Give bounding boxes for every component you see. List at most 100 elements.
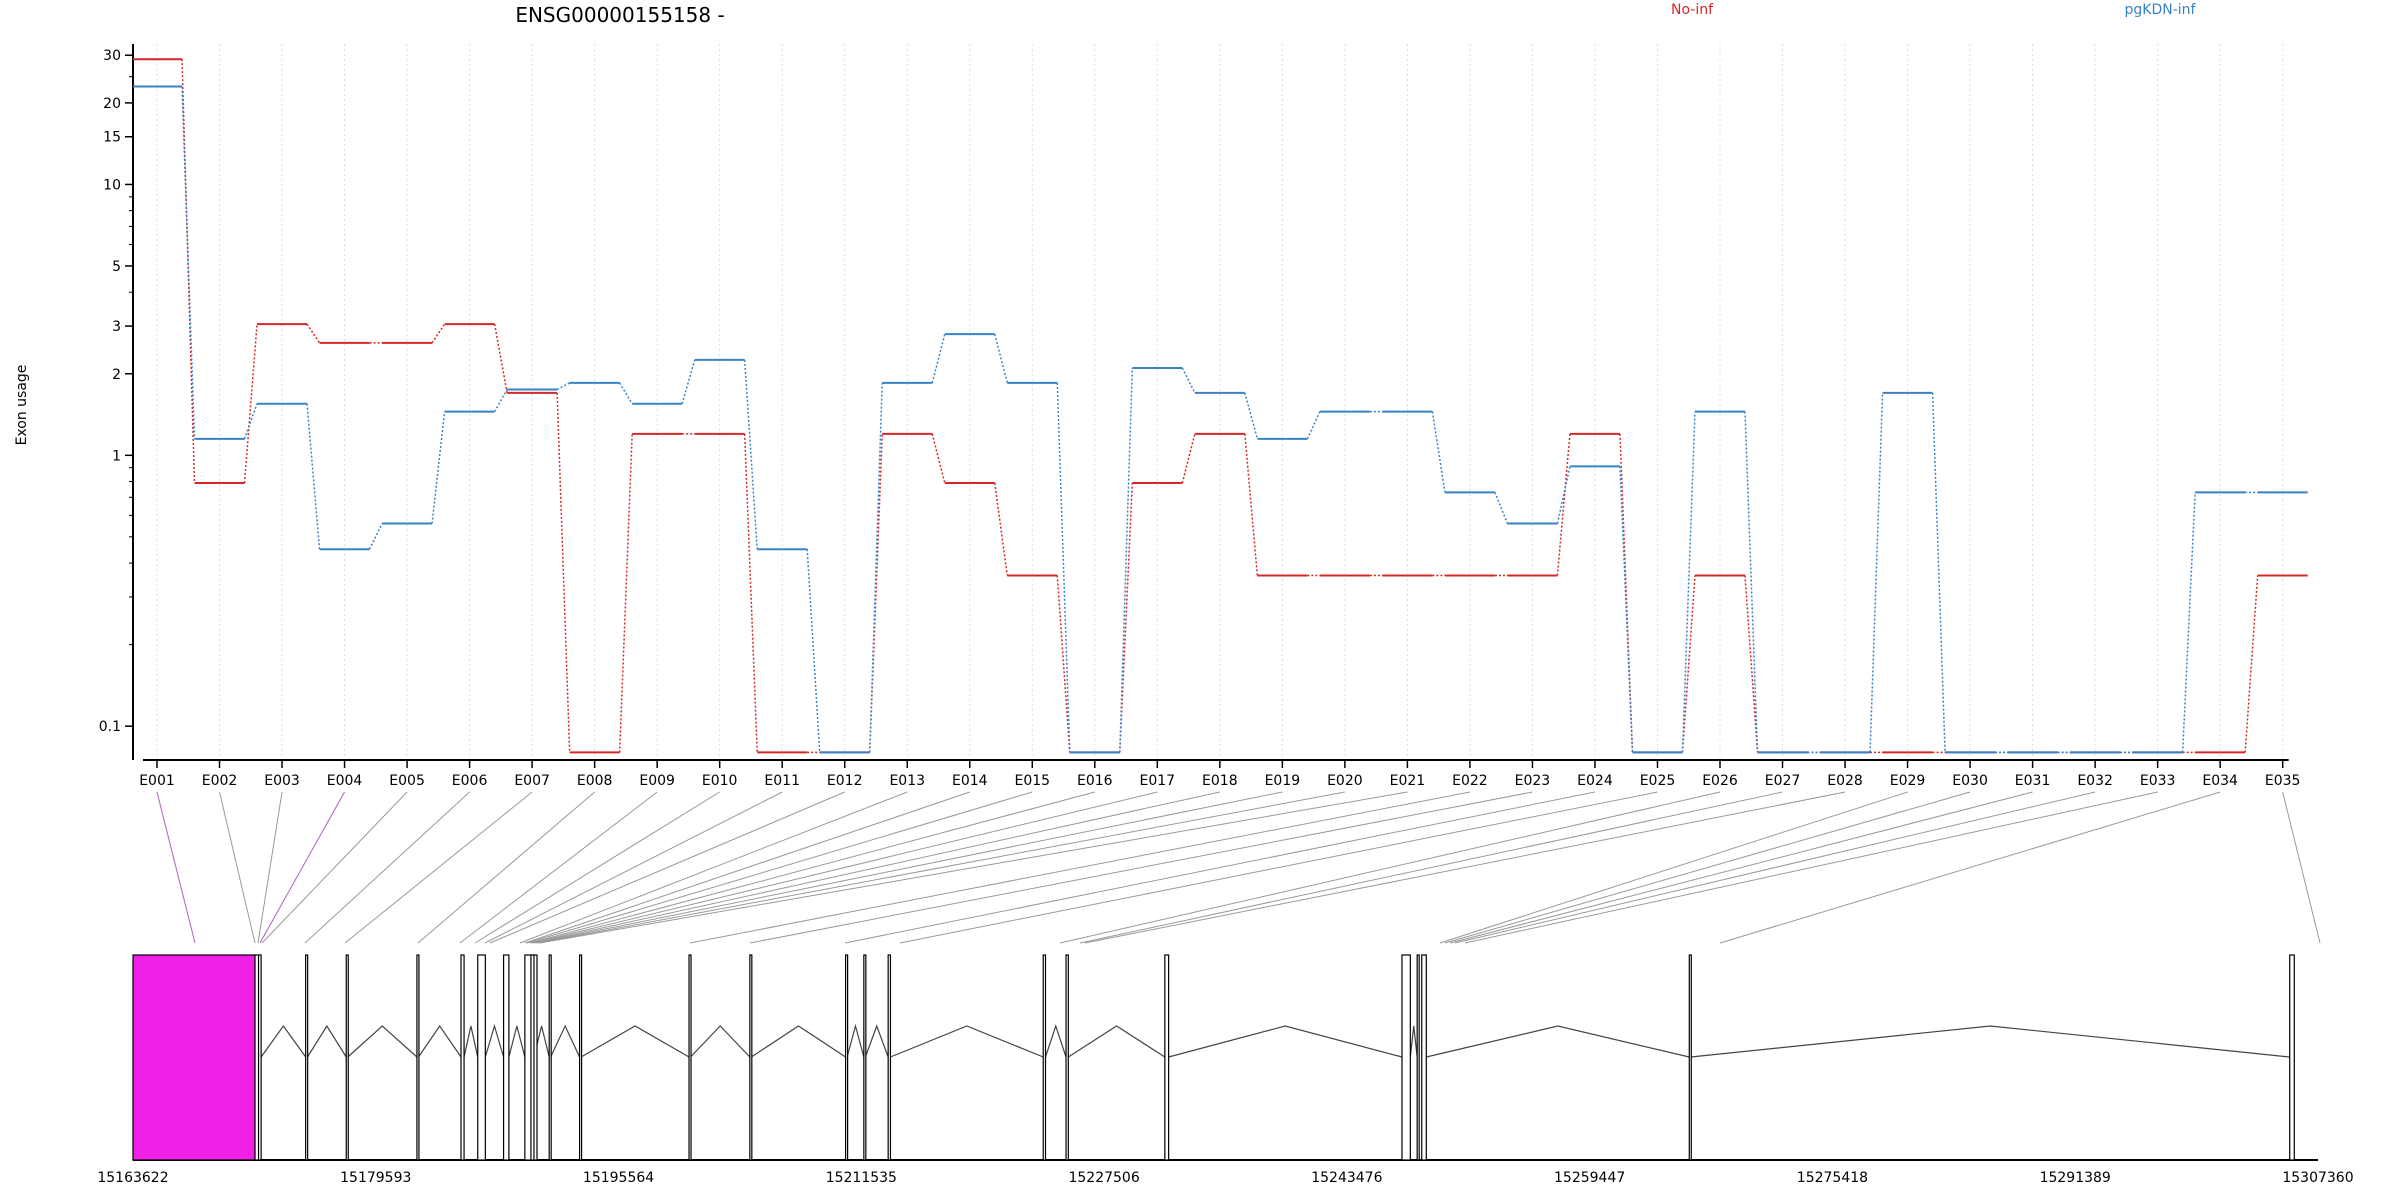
exon (305, 954, 309, 1161)
exon (1421, 954, 1427, 1161)
series-connector (1181, 367, 1196, 394)
exon-connector (1464, 791, 2158, 944)
intron (463, 1025, 479, 1058)
exon-connector (1719, 791, 2221, 944)
exon-connector (484, 791, 783, 944)
intron (690, 1025, 751, 1058)
exon-connector (2282, 791, 2321, 944)
series-connector (1056, 575, 1071, 753)
series-connector (868, 433, 883, 753)
y-tick-label: 3 (112, 319, 121, 335)
series-connector (1931, 392, 1946, 753)
x-tick-label: E030 (1952, 773, 1988, 789)
exon-connector (526, 791, 1033, 944)
series-connector (1869, 392, 1884, 753)
x-tick-label: E032 (2077, 773, 2113, 789)
series-connector (556, 382, 570, 391)
exon (1042, 954, 1047, 1161)
intron (864, 1024, 889, 1058)
series-connector (243, 403, 258, 440)
exon-connector (1084, 791, 1846, 944)
exon (502, 954, 510, 1161)
coordinate-label: 15195564 (583, 1170, 654, 1186)
series-connector (743, 359, 758, 550)
exon-connector (519, 791, 908, 944)
series-connector (306, 323, 321, 344)
x-tick-label: E031 (2015, 773, 2051, 789)
exon (688, 954, 692, 1161)
exon-connector (259, 791, 345, 944)
x-tick-label: E018 (1202, 773, 1238, 789)
exon-connector (689, 791, 1471, 944)
y-tick-label: 15 (103, 130, 121, 146)
series (133, 58, 2308, 754)
exon-connector (844, 791, 1596, 944)
exon-connector (459, 791, 658, 944)
intron (550, 1024, 581, 1058)
intron (1067, 1025, 1166, 1058)
exon (845, 954, 849, 1161)
series-pgKDN-inf (133, 85, 2308, 754)
x-tick-label: E017 (1140, 773, 1176, 789)
series-connector (243, 324, 258, 484)
x-tick-label: E003 (264, 773, 300, 789)
exon-connector (344, 791, 533, 944)
exon-connector (1059, 791, 1721, 944)
y-tick-label: 1 (112, 448, 121, 464)
exon (1065, 954, 1069, 1161)
exon-connector (261, 791, 408, 944)
series-connector (1619, 466, 1634, 753)
x-tick-label: E010 (702, 773, 738, 789)
intron (890, 1025, 1044, 1058)
exon (863, 954, 867, 1161)
exon-connector (219, 791, 256, 944)
exon (1401, 954, 1411, 1161)
x-tick-label: E016 (1077, 773, 1113, 789)
series-connector (368, 523, 383, 550)
x-tick-label: E013 (889, 773, 925, 789)
y-axis-label: Exon usage (14, 365, 30, 446)
coordinate-label: 15307360 (2282, 1170, 2353, 1186)
exon-connector (156, 791, 196, 944)
coordinate-label: 15243476 (1311, 1170, 1382, 1186)
exon-connector (1449, 791, 2033, 944)
series-connector (1556, 433, 1571, 576)
x-tick-label: E011 (764, 773, 800, 789)
series-connector (1681, 575, 1696, 753)
x-tick-label: E026 (1702, 773, 1738, 789)
x-tick-label: E005 (389, 773, 425, 789)
x-tick-label: E001 (139, 773, 175, 789)
exon-connector (539, 791, 1408, 944)
x-tick-label: E007 (514, 773, 550, 789)
x-tick-label: E008 (577, 773, 613, 789)
series-connector (1494, 492, 1509, 524)
legend-label-no-inf: No-inf (1671, 2, 1714, 18)
coordinate-label: 15163622 (97, 1170, 168, 1186)
exon-connector (524, 791, 970, 944)
coordinate-label: 15259447 (1554, 1170, 1625, 1186)
exon-connector (417, 791, 595, 944)
exon (2289, 954, 2295, 1161)
exon-connector (749, 791, 1533, 944)
x-tick-label: E012 (827, 773, 863, 789)
series-connector (806, 549, 821, 753)
y-tick-label: 20 (103, 96, 121, 112)
x-tick-label: E033 (2140, 773, 2176, 789)
intron (1409, 1025, 1418, 1058)
exon (887, 954, 892, 1161)
exon-connector (535, 791, 1283, 944)
x-tick-label: E020 (1327, 773, 1363, 789)
x-tick-label: E006 (452, 773, 488, 789)
intron (846, 1023, 865, 1058)
series-connector (1056, 382, 1071, 753)
exon-connector (474, 791, 720, 944)
exon-connector (899, 791, 1658, 944)
series-connector (2181, 492, 2196, 753)
coordinate-label: 15275418 (1797, 1170, 1868, 1186)
intron (751, 1025, 846, 1058)
grid (156, 44, 2284, 760)
exon-connector (304, 791, 470, 944)
exon-connector (489, 791, 845, 944)
exon-connector (1439, 791, 1908, 944)
exon-connectors (156, 791, 2321, 944)
